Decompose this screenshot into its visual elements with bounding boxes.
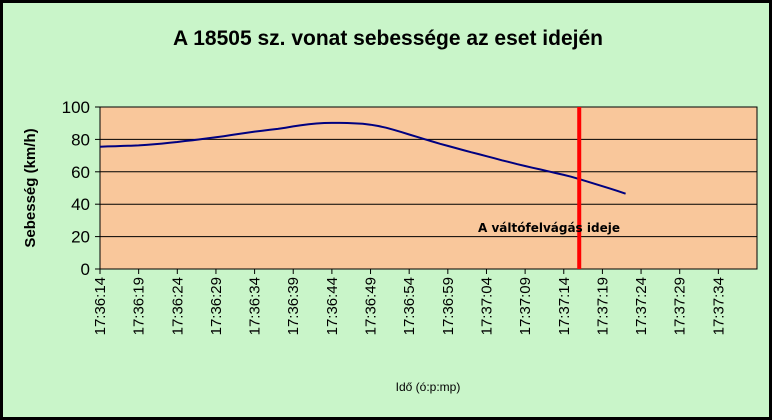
x-tick-label: 17:37:04 bbox=[478, 277, 495, 335]
y-axis-ticks: 0 20 40 60 80 100 bbox=[62, 98, 100, 279]
chart-frame: A 18505 sz. vonat sebessége az eset idej… bbox=[3, 3, 769, 417]
chart-title: A 18505 sz. vonat sebessége az eset idej… bbox=[173, 27, 603, 50]
speed-chart: A 18505 sz. vonat sebessége az eset idej… bbox=[22, 27, 758, 394]
x-tick-label: 17:36:39 bbox=[285, 277, 302, 335]
y-axis-label: Sebesség (km/h) bbox=[22, 128, 39, 247]
x-tick-label: 17:36:24 bbox=[169, 277, 186, 335]
x-tick-label: 17:36:44 bbox=[324, 277, 341, 335]
x-tick-label: 17:37:09 bbox=[517, 277, 534, 335]
y-tick-label: 40 bbox=[71, 195, 90, 214]
event-marker-label: A váltófelvágás ideje bbox=[478, 221, 620, 235]
x-tick-label: 17:36:29 bbox=[208, 277, 225, 335]
x-axis-label: Idő (ó:p:mp) bbox=[396, 380, 461, 394]
y-tick-label: 0 bbox=[81, 260, 90, 279]
y-tick-label: 100 bbox=[62, 98, 90, 117]
y-tick-label: 80 bbox=[71, 130, 90, 149]
y-tick-label: 20 bbox=[71, 228, 90, 247]
x-tick-label: 17:37:14 bbox=[556, 277, 573, 335]
x-tick-label: 17:36:49 bbox=[363, 277, 380, 335]
x-tick-label: 17:36:34 bbox=[247, 277, 264, 335]
x-tick-label: 17:36:54 bbox=[401, 277, 418, 335]
x-tick-label: 17:36:14 bbox=[92, 277, 109, 335]
speed-series-line bbox=[99, 121, 626, 195]
x-axis-ticks: 17:36:14 17:36:19 17:36:24 17:36:29 17:36:34… bbox=[92, 269, 727, 335]
x-tick-label: 17:37:29 bbox=[672, 277, 689, 335]
x-tick-label: 17:37:24 bbox=[633, 277, 650, 335]
x-tick-label: 17:36:59 bbox=[440, 277, 457, 335]
y-tick-label: 60 bbox=[71, 163, 90, 182]
plot-area bbox=[99, 106, 758, 270]
x-tick-label: 17:36:19 bbox=[131, 277, 148, 335]
x-tick-label: 17:37:34 bbox=[710, 277, 727, 335]
x-tick-label: 17:37:19 bbox=[594, 277, 611, 335]
